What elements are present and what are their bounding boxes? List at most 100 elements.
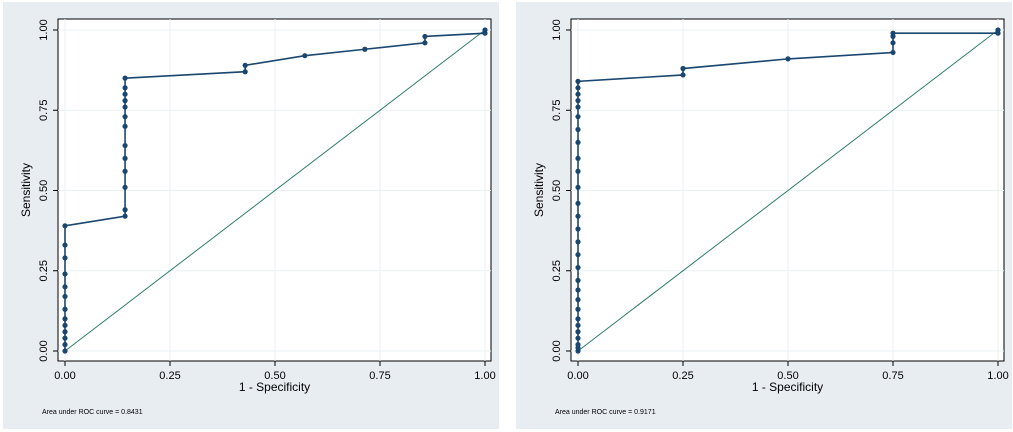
roc-point <box>482 27 488 33</box>
roc-point <box>62 293 68 300</box>
roc-point <box>575 239 581 245</box>
x-tick-label: 0.25 <box>672 370 693 382</box>
y-tick-label: 0.75 <box>551 100 563 121</box>
roc-point <box>62 284 68 290</box>
roc-point <box>575 213 581 219</box>
roc-point <box>575 329 581 335</box>
roc-point <box>575 98 581 104</box>
auc-note: Area under ROC curve = 0.9171 <box>555 409 656 416</box>
roc-point <box>122 91 128 97</box>
y-tick-label: 0.00 <box>551 340 563 361</box>
roc-point <box>62 322 68 328</box>
y-tick-label: 0.00 <box>38 340 50 361</box>
roc-point <box>122 142 128 149</box>
roc-point <box>575 126 581 133</box>
roc-point <box>122 184 128 190</box>
roc-point <box>575 139 581 145</box>
roc-point <box>575 297 581 303</box>
x-tick-label: 0.50 <box>777 370 798 382</box>
roc-point <box>62 242 68 248</box>
y-tick-label: 0.50 <box>551 180 563 201</box>
y-tick-label: 0.25 <box>551 260 563 281</box>
reference-line <box>64 29 486 352</box>
roc-panel-left: 0.00 0.25 0.50 0.75 1.00 0.00 0.25 0.50 0.75 1.00… <box>3 2 499 429</box>
roc-chart-svg: 0.00 0.25 0.50 0.75 1.00 0.00 0.25 0.50 0.75 1.00… <box>532 18 1009 416</box>
roc-point <box>575 155 581 161</box>
y-tick-label: 1.00 <box>38 19 50 40</box>
roc-panel-right: 0.00 0.25 0.50 0.75 1.00 0.00 0.25 0.50 0.75 1.00… <box>516 2 1012 429</box>
roc-point <box>575 277 581 283</box>
roc-point <box>890 49 896 56</box>
roc-point <box>575 335 581 341</box>
roc-point <box>302 53 308 59</box>
x-tick-label: 0.25 <box>159 370 180 382</box>
roc-point <box>122 168 128 174</box>
roc-point <box>62 341 68 348</box>
roc-point <box>575 287 581 293</box>
roc-point <box>62 255 68 261</box>
roc-point <box>242 69 248 75</box>
roc-point <box>575 264 581 271</box>
roc-point <box>122 207 128 213</box>
roc-point <box>890 40 896 46</box>
y-axis-title: Sensitivity <box>19 163 33 217</box>
roc-point <box>122 213 128 219</box>
y-tick-label: 0.50 <box>38 180 50 201</box>
roc-point <box>362 46 368 52</box>
roc-point <box>422 33 428 40</box>
x-tick-label: 0.75 <box>882 370 903 382</box>
y-axis-title: Sensitivity <box>532 163 546 217</box>
y-tick-label: 1.00 <box>551 19 563 40</box>
roc-point <box>575 200 581 206</box>
roc-curve <box>64 30 486 351</box>
roc-point <box>122 98 128 104</box>
roc-point <box>575 104 581 110</box>
roc-point <box>575 306 581 312</box>
roc-point <box>122 114 128 120</box>
roc-point <box>122 104 128 110</box>
y-tick-label: 0.75 <box>38 100 50 121</box>
roc-point <box>680 72 686 78</box>
x-tick-label: 0.00 <box>54 370 75 382</box>
roc-point <box>575 226 581 232</box>
roc-point <box>62 329 68 335</box>
roc-point <box>122 75 128 81</box>
roc-point <box>422 40 428 46</box>
roc-point <box>575 114 581 120</box>
roc-point <box>575 252 581 258</box>
roc-point <box>575 91 581 97</box>
roc-point <box>62 306 68 312</box>
y-tick-label: 0.25 <box>38 260 50 281</box>
roc-point <box>575 168 581 174</box>
roc-point <box>122 123 128 129</box>
reference-line <box>577 29 999 352</box>
roc-point <box>62 271 68 277</box>
roc-point <box>122 155 128 161</box>
roc-point <box>122 85 128 91</box>
roc-point <box>575 322 581 328</box>
roc-point <box>575 184 581 190</box>
roc-point <box>62 335 68 341</box>
x-tick-label: 0.50 <box>264 370 285 382</box>
x-tick-label: 1.00 <box>987 370 1008 382</box>
roc-point <box>890 30 896 36</box>
roc-point <box>680 65 686 72</box>
roc-point <box>575 78 581 84</box>
roc-point <box>785 56 791 62</box>
x-tick-label: 1.00 <box>474 370 495 382</box>
roc-point <box>62 316 68 322</box>
auc-note: Area under ROC curve = 0.8431 <box>42 409 143 416</box>
roc-point <box>995 27 1001 33</box>
roc-point <box>575 85 581 91</box>
roc-point <box>62 223 68 229</box>
roc-point <box>242 62 248 68</box>
x-axis-title: 1 - Specificity <box>752 380 823 394</box>
x-tick-label: 0.00 <box>567 370 588 382</box>
x-tick-label: 0.75 <box>369 370 390 382</box>
roc-point <box>575 316 581 322</box>
roc-point <box>575 341 581 348</box>
roc-chart-svg: 0.00 0.25 0.50 0.75 1.00 0.00 0.25 0.50 0.75 1.00… <box>19 18 496 416</box>
x-axis-title: 1 - Specificity <box>239 380 310 394</box>
roc-point <box>62 348 68 354</box>
